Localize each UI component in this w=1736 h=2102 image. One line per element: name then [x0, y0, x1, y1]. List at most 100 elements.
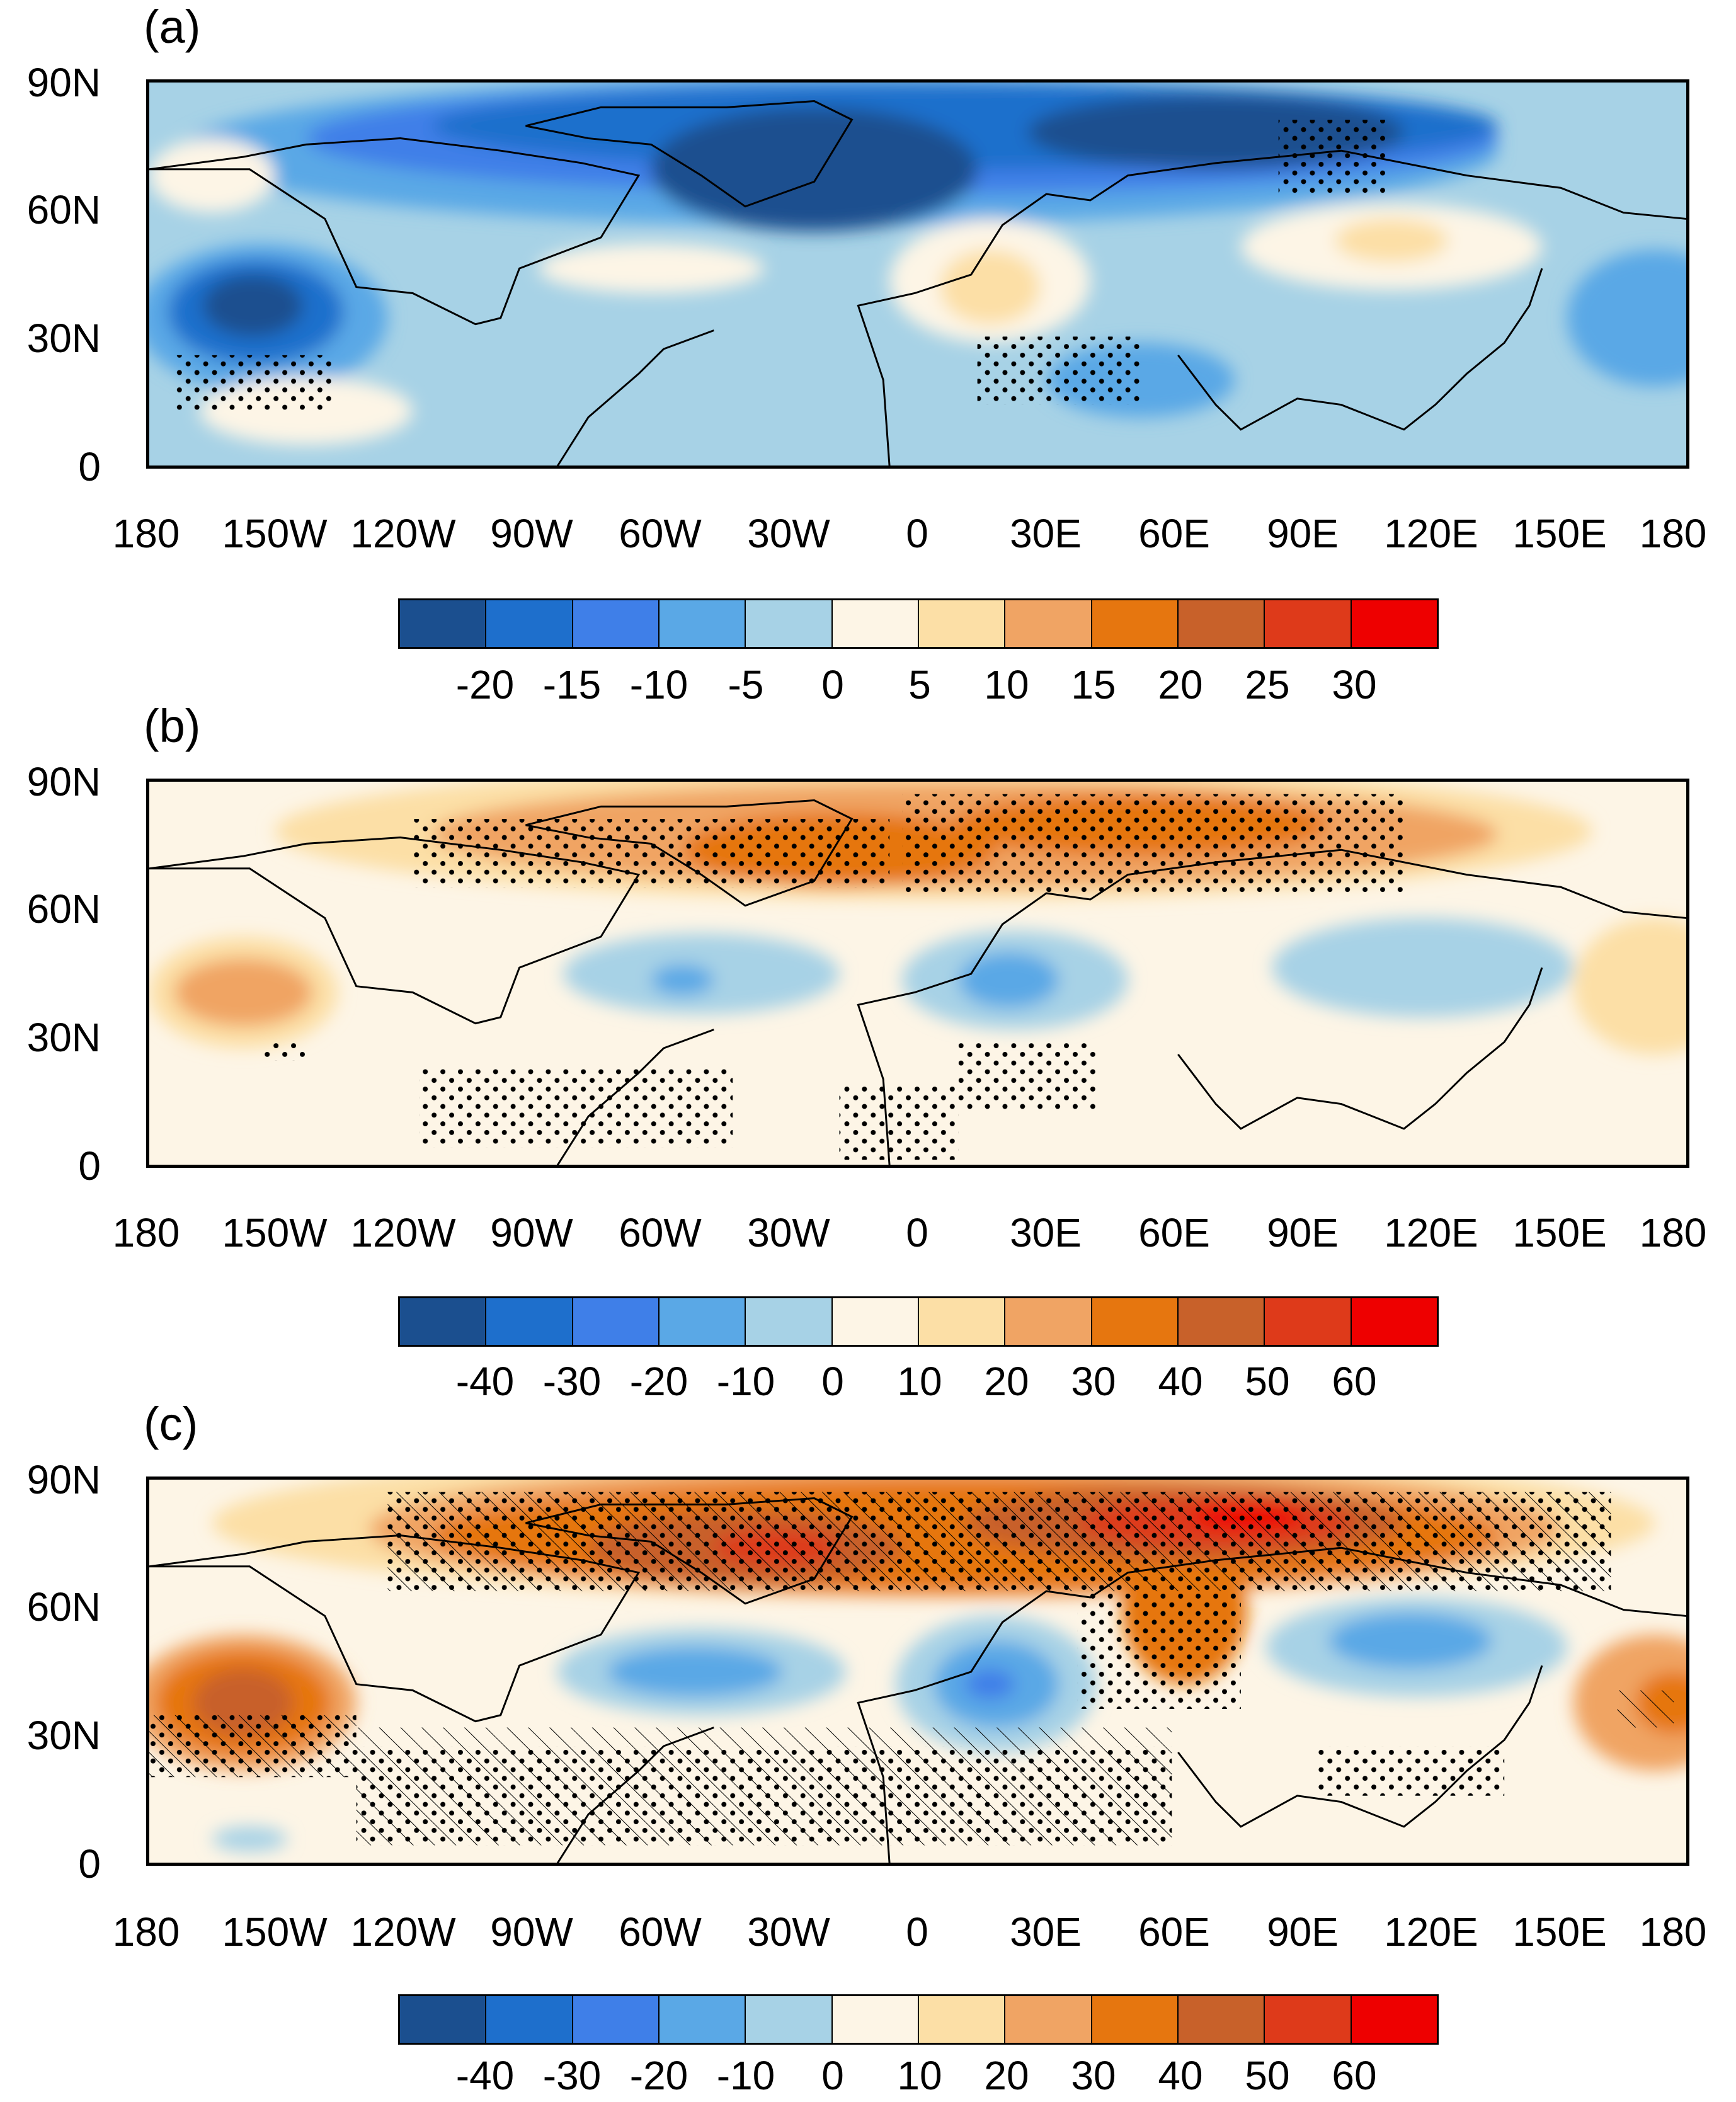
lon-label: 180: [1639, 1909, 1707, 1955]
colorbar-label: -10: [716, 1359, 775, 1404]
colorbar-swatch: [1178, 600, 1265, 647]
lat-label: 0: [78, 444, 101, 489]
colorbar-swatch: [400, 600, 487, 647]
lon-label: 180: [1639, 1210, 1707, 1255]
lon-label: 120W: [350, 1909, 456, 1955]
lon-label: 120E: [1384, 1210, 1478, 1255]
colorbar-swatch: [659, 1298, 746, 1345]
lon-label: 90W: [490, 511, 573, 556]
colorbar-label: 25: [1245, 662, 1290, 707]
colorbar-swatch: [573, 1298, 660, 1345]
panel-b-colorbar: [398, 1296, 1439, 1347]
colorbar-label: -40: [455, 2053, 515, 2098]
lon-label: 60W: [619, 1909, 702, 1955]
panel-a-field: [149, 83, 1686, 466]
lon-label: 0: [906, 1210, 928, 1255]
colorbar-label: 30: [1332, 662, 1377, 707]
colorbar-swatch: [1092, 600, 1179, 647]
panel-a-map: [146, 79, 1689, 469]
lon-label: 30E: [1010, 1909, 1082, 1955]
lon-label: 150E: [1512, 511, 1607, 556]
colorbar-label: 0: [821, 662, 844, 707]
lon-label: 60E: [1138, 1909, 1210, 1955]
colorbar-swatch: [1178, 1996, 1265, 2043]
colorbar-label: 30: [1071, 1359, 1116, 1404]
colorbar-label: 50: [1245, 2053, 1290, 2098]
colorbar-label: 50: [1245, 1359, 1290, 1404]
lat-label: 60N: [26, 187, 101, 232]
colorbar-swatch: [1351, 1298, 1437, 1345]
colorbar-swatch: [1005, 1298, 1092, 1345]
colorbar-swatch: [400, 1996, 487, 2043]
lon-label: 120W: [350, 1210, 456, 1255]
colorbar-swatch: [486, 1298, 573, 1345]
panel-c-label: (c): [144, 1398, 198, 1450]
lon-label: 60W: [619, 1210, 702, 1255]
lon-label: 120E: [1384, 1909, 1478, 1955]
lon-label: 90E: [1267, 511, 1339, 556]
panel-c-colorbar: [398, 1994, 1439, 2045]
colorbar-swatch: [486, 600, 573, 647]
colorbar-swatch: [1351, 600, 1437, 647]
colorbar-label: 20: [984, 1359, 1029, 1404]
lat-label: 90N: [26, 60, 101, 105]
colorbar-label: -5: [728, 662, 764, 707]
lon-label: 90E: [1267, 1909, 1339, 1955]
lon-label: 30W: [747, 1909, 830, 1955]
colorbar-label: 0: [821, 1359, 844, 1404]
colorbar-swatch: [1005, 600, 1092, 647]
lon-label: 180: [112, 511, 180, 556]
colorbar-swatch: [746, 600, 833, 647]
colorbar-label: 60: [1332, 2053, 1377, 2098]
lon-label: 90W: [490, 1210, 573, 1255]
colorbar-label: 10: [897, 2053, 942, 2098]
lat-label: 90N: [26, 759, 101, 804]
lon-label: 90W: [490, 1909, 573, 1955]
colorbar-label: -10: [716, 2053, 775, 2098]
colorbar-label: -15: [542, 662, 602, 707]
panel-b-map: [146, 779, 1689, 1168]
lat-label: 60N: [26, 886, 101, 932]
lon-label: 150W: [222, 1909, 328, 1955]
colorbar-swatch: [573, 1996, 660, 2043]
lon-label: 60E: [1138, 511, 1210, 556]
colorbar-label: 40: [1158, 1359, 1203, 1404]
lat-label: 30N: [26, 1713, 101, 1758]
colorbar-label: -30: [542, 2053, 602, 2098]
colorbar-label: -20: [629, 1359, 688, 1404]
lon-label: 0: [906, 511, 928, 556]
colorbar-swatch: [1092, 1298, 1179, 1345]
colorbar-swatch: [918, 1298, 1006, 1345]
lon-label: 180: [1639, 511, 1707, 556]
lat-label: 90N: [26, 1457, 101, 1502]
colorbar-label: 20: [984, 2053, 1029, 2098]
colorbar-swatch: [573, 600, 660, 647]
colorbar-label: 30: [1071, 2053, 1116, 2098]
colorbar-label: 40: [1158, 2053, 1203, 2098]
lon-label: 150W: [222, 511, 328, 556]
colorbar-label: -40: [455, 1359, 515, 1404]
lon-label: 150E: [1512, 1210, 1607, 1255]
lon-label: 90E: [1267, 1210, 1339, 1255]
panel-c-field: [149, 1480, 1686, 1863]
colorbar-swatch: [1265, 600, 1352, 647]
colorbar-label: 60: [1332, 1359, 1377, 1404]
colorbar-swatch: [832, 1298, 919, 1345]
colorbar-swatch: [486, 1996, 573, 2043]
panel-b-field: [149, 782, 1686, 1165]
colorbar-swatch: [1178, 1298, 1265, 1345]
colorbar-swatch: [1351, 1996, 1437, 2043]
colorbar-swatch: [918, 600, 1006, 647]
colorbar-label: -30: [542, 1359, 602, 1404]
lat-label: 60N: [26, 1584, 101, 1630]
colorbar-swatch: [746, 1996, 833, 2043]
lon-label: 30E: [1010, 511, 1082, 556]
lon-label: 0: [906, 1909, 928, 1955]
panel-a-colorbar: [398, 598, 1439, 649]
panel-a-label: (a): [144, 1, 201, 53]
lon-label: 150E: [1512, 1909, 1607, 1955]
colorbar-swatch: [1092, 1996, 1179, 2043]
lon-label: 180: [112, 1909, 180, 1955]
lon-label: 120W: [350, 511, 456, 556]
colorbar-label: -20: [455, 662, 515, 707]
